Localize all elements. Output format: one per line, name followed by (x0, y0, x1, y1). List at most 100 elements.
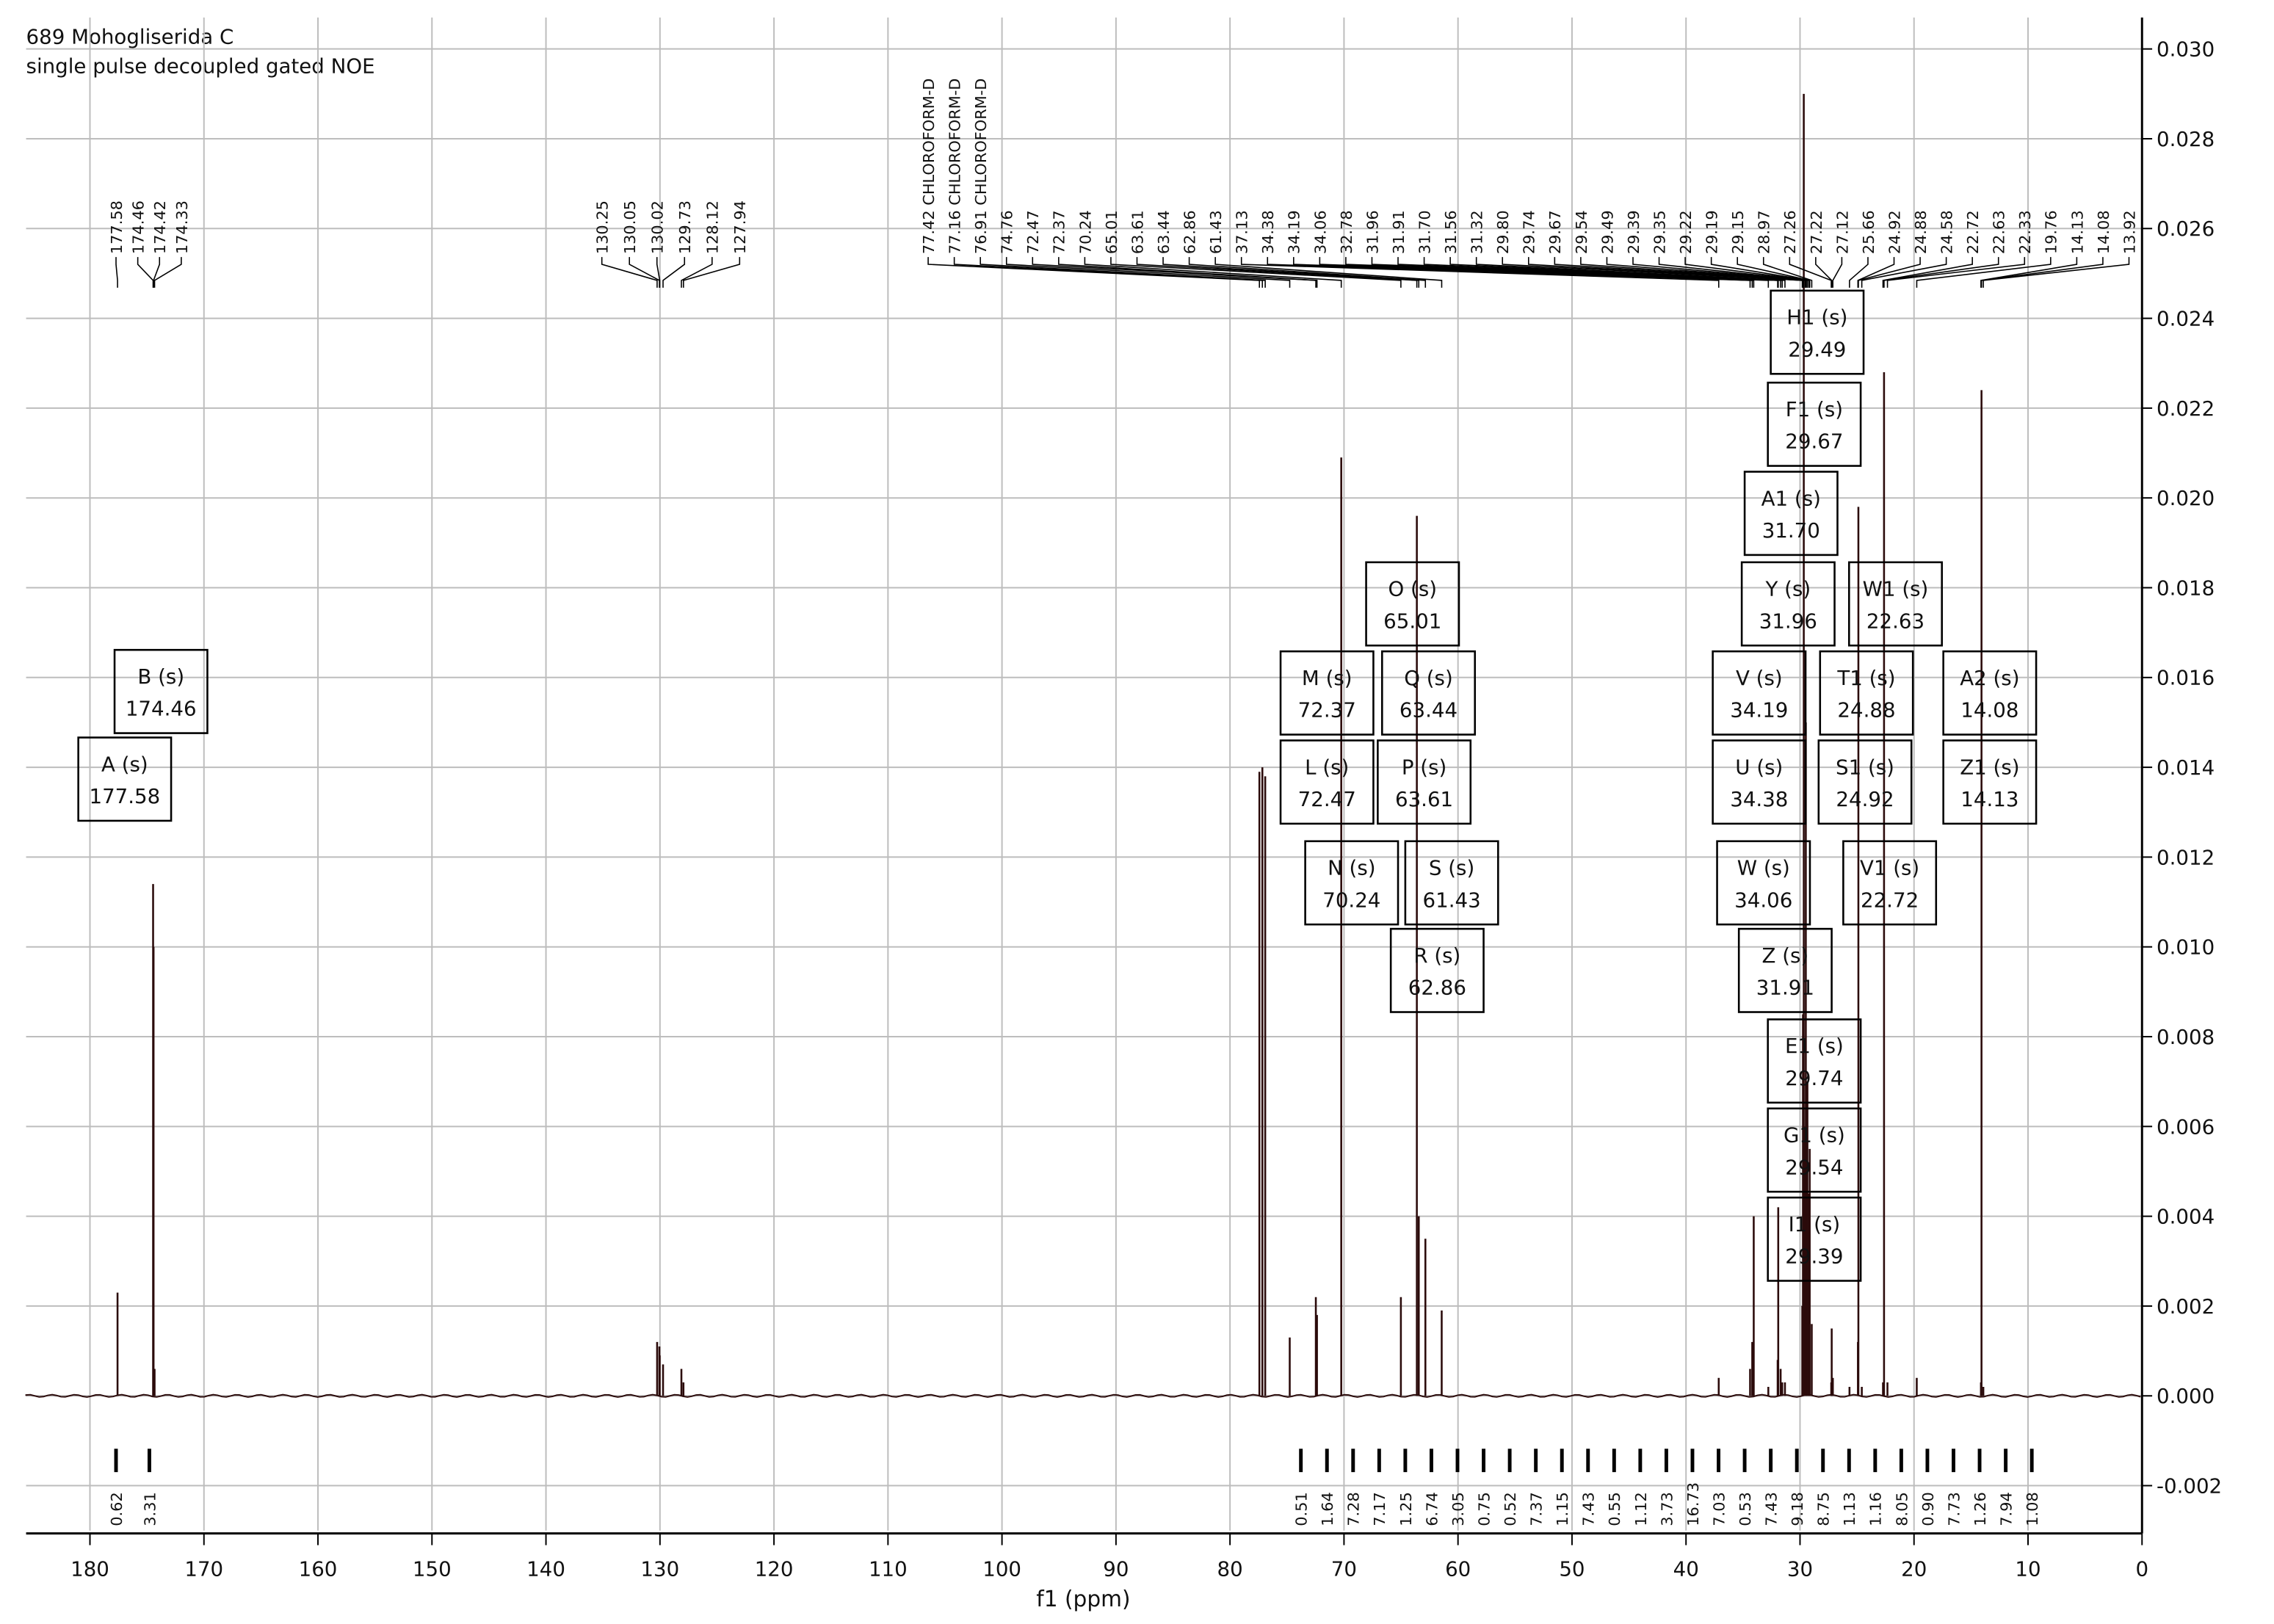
multiplet-name: U (s) (1735, 755, 1783, 779)
x-tick-label: 70 (1331, 1556, 1357, 1581)
peak-leader (629, 257, 660, 288)
multiplet-shift: 34.19 (1730, 698, 1788, 722)
multiplet-shift: 61.43 (1423, 888, 1481, 912)
multiplet-name: R (s) (1413, 943, 1460, 968)
multiplet-shift: 31.70 (1762, 518, 1820, 543)
y-tick-label: 0.008 (2157, 1025, 2215, 1049)
peak-leader (1882, 257, 1973, 288)
multiplet-box (1767, 381, 1862, 467)
multiplet-name: L (s) (1305, 755, 1349, 779)
peak-label: 27.22 (1808, 210, 1825, 254)
multiplet-name: F1 (s) (1786, 397, 1843, 421)
x-tick-label: 50 (1559, 1556, 1585, 1581)
multiplet-shift: 72.37 (1298, 698, 1356, 722)
x-tick-label: 170 (184, 1556, 223, 1581)
multiplet-shift: 14.13 (1960, 787, 2018, 811)
multiplet-shift: 22.72 (1861, 888, 1919, 912)
multiplet-box (1279, 739, 1375, 825)
y-tick-label: 0.024 (2157, 306, 2215, 330)
integral-label: 0.75 (1476, 1492, 1493, 1526)
peak-label: 29.15 (1729, 210, 1747, 254)
y-tick-label: 0.022 (2157, 396, 2215, 421)
multiplet-shift: 34.06 (1734, 888, 1792, 912)
peak-label: 77.42 CHLOROFORM-D (920, 79, 938, 254)
x-tick-label: 0 (2135, 1556, 2148, 1581)
integral-label: 1.26 (1971, 1492, 1989, 1526)
peak-leader (137, 257, 154, 288)
x-tick-label: 150 (413, 1556, 452, 1581)
y-tick-label: -0.002 (2157, 1473, 2222, 1498)
multiplet-name: E1 (s) (1785, 1034, 1844, 1058)
x-tick-label: 120 (755, 1556, 794, 1581)
multiplet-box (1712, 650, 1807, 736)
peak-leader (980, 257, 1266, 288)
multiplet-name: A2 (s) (1960, 666, 2019, 690)
integral-label: 1.13 (1841, 1492, 1858, 1526)
multiplet-shift: 14.08 (1960, 698, 2018, 722)
multiplet-box (1365, 561, 1460, 647)
peak-leader (1815, 257, 1833, 288)
multiplet-name: S (s) (1429, 855, 1474, 880)
multiplet-name: T1 (s) (1836, 666, 1895, 690)
multiplet-box (1279, 650, 1375, 736)
peak-leader (1886, 257, 2026, 288)
multiplet-box (1817, 739, 1913, 825)
peak-label: 25.66 (1860, 210, 1878, 254)
peak-label: 27.12 (1833, 210, 1851, 254)
peak-label: 29.49 (1598, 210, 1616, 254)
x-tick-label: 80 (1217, 1556, 1243, 1581)
multiplet-shift: 31.91 (1756, 976, 1814, 1000)
integral-label: 0.52 (1502, 1492, 1519, 1526)
integral-label: 3.05 (1449, 1492, 1467, 1526)
peak-label: 14.13 (2068, 210, 2086, 254)
integral-label: 3.31 (141, 1492, 159, 1526)
multiplet-box (1942, 739, 2038, 825)
peak-leader (1188, 257, 1427, 288)
peak-leader (1858, 257, 1921, 288)
multiplet-name: V (s) (1736, 666, 1783, 690)
x-tick-label: 160 (299, 1556, 338, 1581)
peak-leader (1762, 257, 1813, 288)
peak-label: 37.13 (1234, 210, 1251, 254)
peak-leader (1832, 257, 1843, 288)
peak-leader (1136, 257, 1418, 288)
peak-label: 29.19 (1703, 210, 1721, 254)
y-tick-label: 0.000 (2157, 1384, 2215, 1408)
peak-label: 22.63 (1991, 210, 2008, 254)
peak-leader (1554, 257, 1805, 288)
integral-label: 1.16 (1867, 1492, 1885, 1526)
x-tick-label: 90 (1103, 1556, 1129, 1581)
peak-leader (1980, 257, 2078, 288)
x-tick-label: 100 (982, 1556, 1021, 1581)
peak-label: 19.76 (2043, 210, 2060, 254)
multiplet-shift: 22.63 (1866, 609, 1924, 633)
peak-leader (1527, 257, 1804, 288)
peak-leader (927, 257, 1260, 288)
multiplet-name: G1 (s) (1784, 1123, 1845, 1147)
peak-label: 76.91 CHLOROFORM-D (972, 79, 990, 254)
integral-label: 1.15 (1554, 1492, 1571, 1526)
integral-label: 7.94 (1998, 1492, 2016, 1526)
peak-label: 61.43 (1207, 210, 1225, 254)
peak-leader (153, 257, 182, 288)
multiplet-shift: 31.96 (1759, 609, 1817, 633)
multiplet-shift: 72.47 (1298, 787, 1356, 811)
peak-label: 32.78 (1338, 210, 1355, 254)
multiplet-box (1737, 927, 1833, 1013)
integral-label: 8.05 (1893, 1492, 1911, 1526)
multiplet-name: W1 (s) (1863, 577, 1929, 601)
peak-leader (1084, 257, 1342, 288)
multiplet-shift: 70.24 (1322, 888, 1380, 912)
y-tick-label: 0.004 (2157, 1204, 2215, 1228)
multiplet-box (1848, 561, 1943, 647)
peak-label: 128.12 (704, 200, 722, 254)
multiplet-shift: 29.67 (1785, 429, 1843, 454)
peak-label: 29.54 (1573, 210, 1590, 254)
peak-label: 29.22 (1677, 210, 1695, 254)
x-tick-label: 20 (1901, 1556, 1927, 1581)
x-axis-label: f1 (ppm) (1036, 1587, 1130, 1612)
peak-leader (1789, 257, 1832, 288)
peak-leader (153, 257, 161, 288)
